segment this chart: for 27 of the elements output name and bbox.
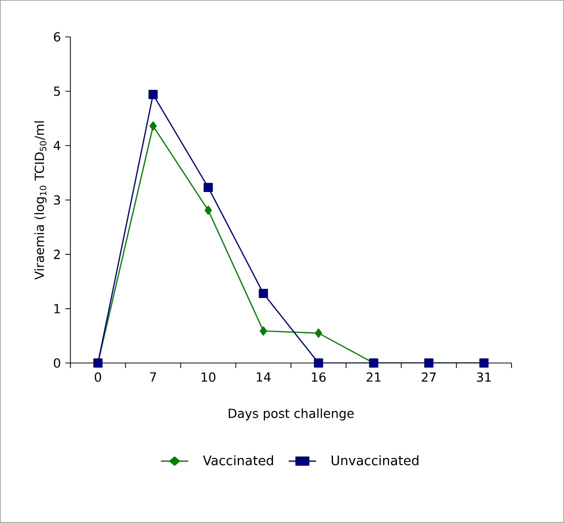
x-tick-label: 31 [476,372,491,382]
x-tick-label: 7 [150,372,156,382]
point [314,328,322,338]
y-tick-label: 5 [54,86,60,96]
x-tick-label: 16 [312,372,326,382]
point [148,90,158,100]
point [314,358,324,368]
y-tick-label: 0 [54,358,60,368]
legend-label: Vaccinated [202,455,274,466]
y-tick-label: 1 [54,304,60,314]
x-axis-title: Days post challenge [228,408,354,420]
y-tick-label: 2 [54,250,60,259]
y-tick-label: 3 [54,195,60,205]
x-tick-label: 27 [422,372,436,382]
x-tick-label: 21 [366,372,380,382]
x-tick-label: 10 [202,372,216,382]
y-tick-label: 4 [54,141,60,150]
y-axis-title: Viraemia (log$_{10}$ TCID$_{50}$/ml [34,121,46,280]
point [260,326,267,336]
point [204,182,213,192]
x-tick-label: 14 [256,372,271,382]
point [258,288,268,298]
point [204,206,212,215]
y-tick-label: 6 [54,32,60,42]
x-tick-label: 0 [94,372,102,382]
point [149,121,157,131]
legend-label: Unvaccinated [332,455,418,466]
